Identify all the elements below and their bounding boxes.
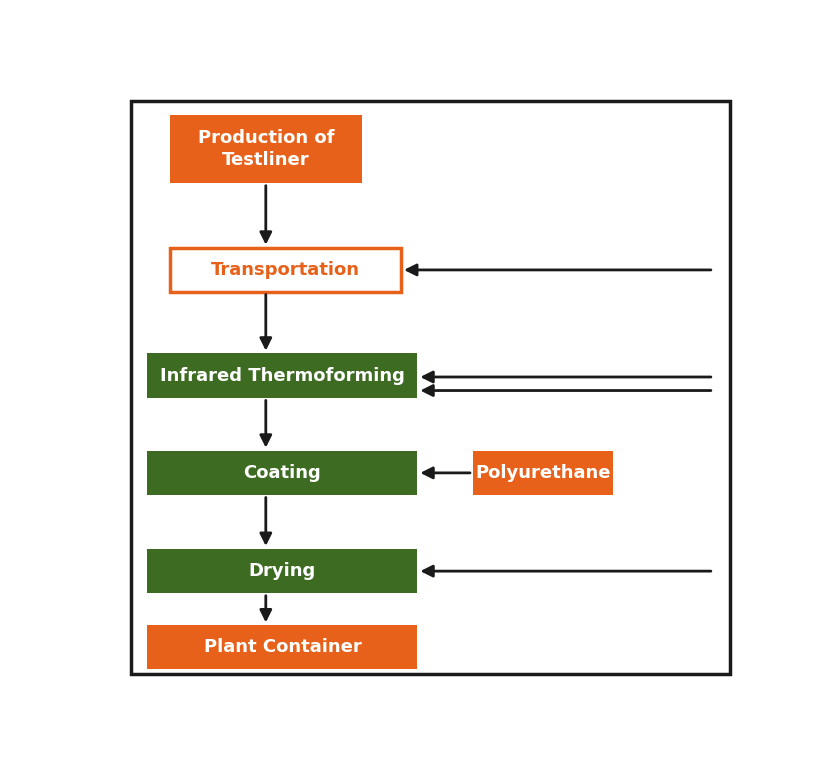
- Text: Polyurethane: Polyurethane: [475, 464, 611, 481]
- FancyBboxPatch shape: [147, 625, 417, 669]
- Text: Drying: Drying: [249, 562, 316, 580]
- FancyBboxPatch shape: [171, 248, 402, 292]
- Text: Production of
Testliner: Production of Testliner: [198, 129, 334, 169]
- FancyBboxPatch shape: [147, 354, 417, 397]
- Text: Coating: Coating: [244, 464, 321, 481]
- FancyBboxPatch shape: [171, 115, 362, 183]
- Text: Plant Container: Plant Container: [203, 638, 361, 656]
- FancyBboxPatch shape: [147, 549, 417, 593]
- FancyBboxPatch shape: [473, 451, 613, 494]
- Text: Transportation: Transportation: [211, 261, 360, 279]
- FancyBboxPatch shape: [147, 451, 417, 494]
- Text: Infrared Thermoforming: Infrared Thermoforming: [160, 367, 405, 384]
